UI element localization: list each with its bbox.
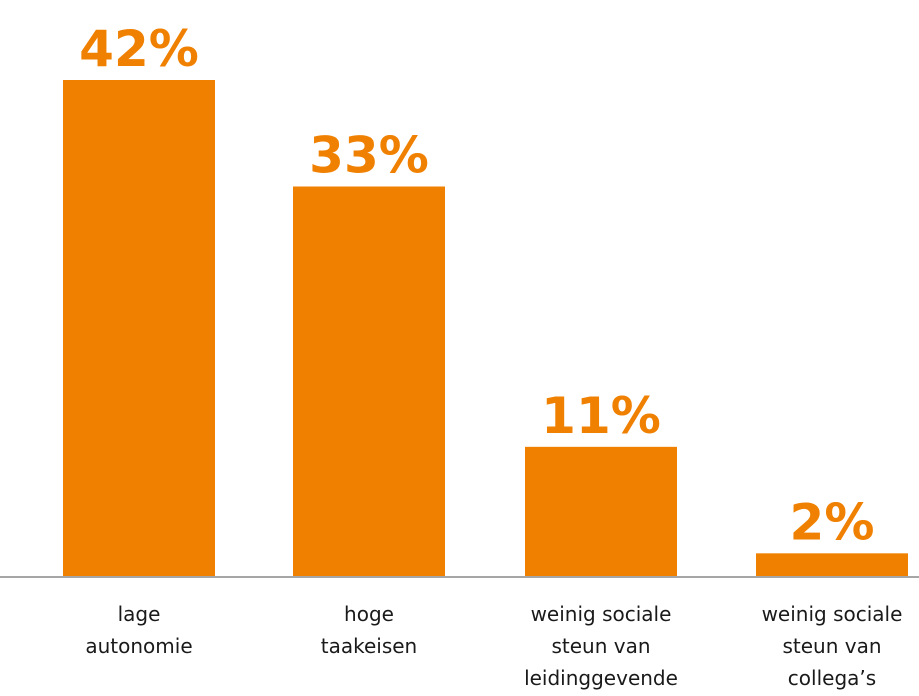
category-label-line: weinig sociale	[531, 602, 672, 626]
category-label-line: steun van	[551, 634, 650, 658]
category-label-line: taakeisen	[321, 634, 417, 658]
category-label-2: hoge taakeisen	[321, 602, 417, 658]
bar-3	[525, 446, 677, 577]
category-label-line: autonomie	[85, 634, 192, 658]
bar-value-label-2: 33%	[309, 127, 429, 185]
category-label-4: weinig sociale steun van collega’s	[762, 602, 903, 690]
bar-value-label-1: 42%	[79, 20, 199, 78]
category-label-line: leidinggevende	[524, 666, 678, 690]
bar-value-label-3: 11%	[541, 387, 661, 445]
category-label-1: lage autonomie	[85, 602, 192, 658]
category-label-line: collega’s	[788, 666, 876, 690]
category-label-line: hoge	[344, 602, 394, 626]
bars-group	[63, 80, 908, 577]
bar-2	[293, 186, 445, 577]
category-label-line: steun van	[782, 634, 881, 658]
category-label-line: lage	[118, 602, 161, 626]
category-label-3: weinig sociale steun van leidinggevende	[524, 602, 678, 690]
value-labels-group: 42% 33% 11% 2%	[79, 20, 874, 551]
bar-1	[63, 80, 215, 577]
category-label-line: weinig sociale	[762, 602, 903, 626]
bar-value-label-4: 2%	[790, 493, 875, 551]
category-labels-group: lage autonomie hoge taakeisen weinig sociale…	[85, 602, 902, 690]
bar-4	[756, 553, 908, 577]
